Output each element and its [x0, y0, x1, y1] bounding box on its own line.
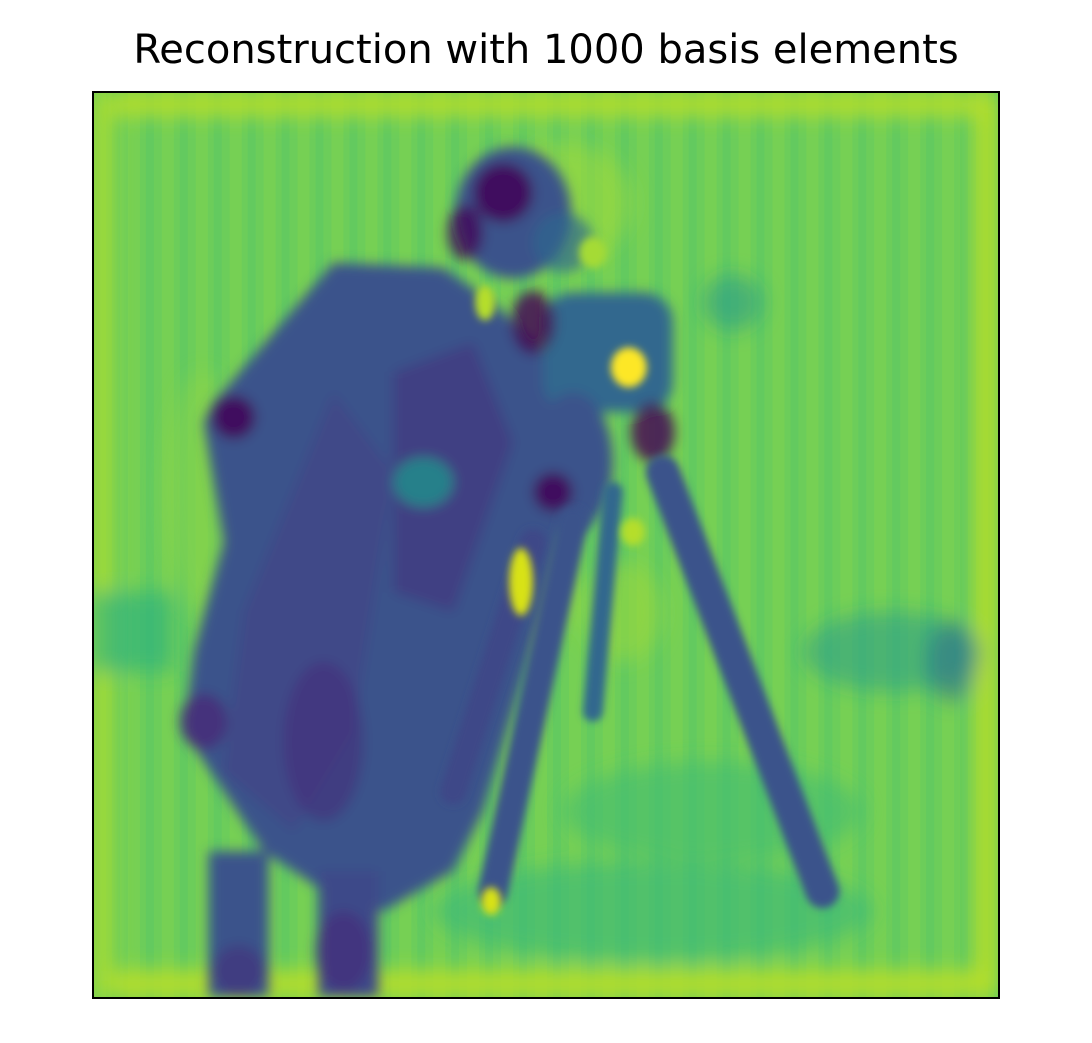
- reconstructed-image: [94, 93, 998, 997]
- camera-highlight: [610, 347, 647, 388]
- tripod-leg-center: [478, 507, 588, 907]
- camera-body: [543, 292, 673, 413]
- figure-title: Reconstruction with 1000 basis elements: [133, 27, 959, 73]
- tripod-leg-right: [645, 455, 840, 909]
- image-axes: [92, 91, 1000, 999]
